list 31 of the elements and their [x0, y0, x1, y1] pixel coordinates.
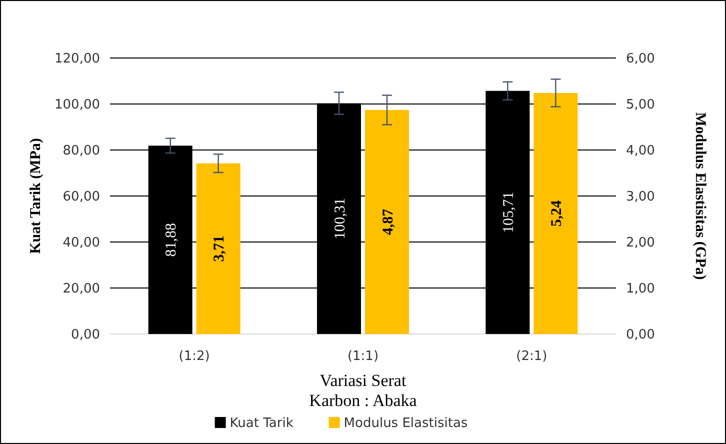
- y2-tick-label: 6,00: [626, 52, 655, 67]
- x-tick-label: (1:2): [178, 349, 210, 364]
- x-tick-label: (1:1): [347, 349, 379, 364]
- data-label: 105,71: [500, 192, 517, 234]
- x-tick-label: (2:1): [516, 349, 548, 364]
- bar: [534, 92, 578, 334]
- y-tick-label: 80,00: [62, 144, 100, 159]
- legend-label: Kuat Tarik: [230, 416, 294, 432]
- legend-label: Modulus Elastisitas: [344, 416, 468, 432]
- y-tick-label: 60,00: [62, 190, 100, 205]
- bar: [365, 110, 409, 334]
- data-label: 5,24: [548, 200, 565, 227]
- x-axis-title: Variasi Serat Karbon : Abaka: [309, 371, 418, 410]
- y2-tick-label: 5,00: [626, 98, 655, 113]
- bar: [196, 163, 240, 334]
- y-axis-title: Kuat Tarik (MPa): [28, 138, 44, 254]
- y2-tick-label: 2,00: [626, 236, 655, 251]
- y-tick-label: 40,00: [62, 236, 100, 251]
- y2-tick-label: 0,00: [626, 328, 655, 343]
- y-tick-label: 0,00: [71, 328, 100, 343]
- data-label: 100,31: [332, 198, 348, 240]
- data-label: 3,71: [212, 236, 228, 262]
- y-tick-label: 20,00: [62, 282, 100, 297]
- y2-axis-title: Modulus Elastisitas (GPa): [692, 112, 708, 280]
- data-label: 81,88: [164, 222, 180, 257]
- y2-tick-label: 3,00: [626, 190, 655, 205]
- y-tick-label: 120,00: [54, 52, 100, 67]
- y-tick-label: 100,00: [54, 98, 100, 113]
- y2-tick-label: 4,00: [626, 144, 655, 159]
- data-label: 4,87: [380, 208, 396, 236]
- y2-tick-label: 1,00: [626, 282, 655, 297]
